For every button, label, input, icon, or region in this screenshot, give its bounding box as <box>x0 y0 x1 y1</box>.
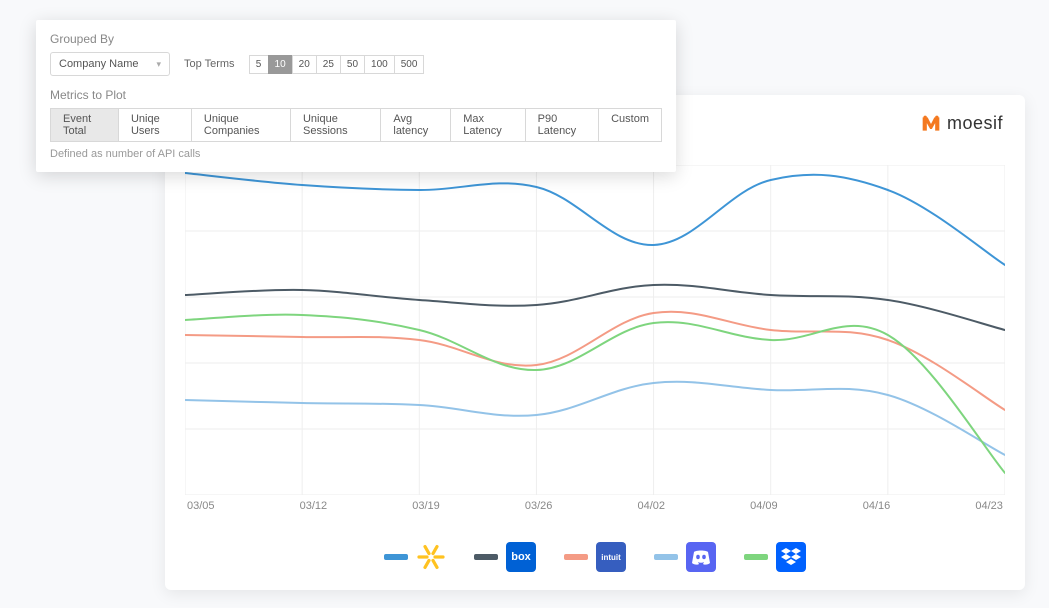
term-btn-100[interactable]: 100 <box>364 55 395 74</box>
x-tick-label: 03/19 <box>412 500 440 512</box>
series-box <box>185 285 1005 330</box>
brand-text: moesif <box>947 113 1003 134</box>
metric-btn-event-total[interactable]: Event Total <box>50 108 119 142</box>
intuit-logo-icon: intuit <box>596 542 626 572</box>
metric-btn-unique-sessions[interactable]: Unique Sessions <box>290 108 381 142</box>
dropbox-logo-icon <box>776 542 806 572</box>
brand-logo: moesif <box>921 113 1003 134</box>
control-panel: Grouped By Company Name ▾ Top Terms 5102… <box>36 20 676 172</box>
chart-area <box>185 165 1005 495</box>
moesif-icon <box>921 115 941 133</box>
metric-btn-p90-latency[interactable]: P90 Latency <box>525 108 599 142</box>
term-btn-500[interactable]: 500 <box>394 55 425 74</box>
metric-btn-avg-latency[interactable]: Avg latency <box>380 108 451 142</box>
grouped-by-label: Grouped By <box>50 32 662 46</box>
walmart-logo-icon <box>416 542 446 572</box>
series-discord <box>185 382 1005 455</box>
legend-swatch <box>384 554 408 560</box>
legend-item-dropbox[interactable] <box>744 542 806 572</box>
chart-legend: box intuit <box>165 542 1025 572</box>
term-btn-5[interactable]: 5 <box>249 55 269 74</box>
x-tick-label: 04/09 <box>750 500 778 512</box>
metric-btn-uniqe-users[interactable]: Uniqe Users <box>118 108 192 142</box>
term-btn-25[interactable]: 25 <box>316 55 341 74</box>
x-tick-label: 04/23 <box>975 500 1003 512</box>
series-walmart <box>185 173 1005 265</box>
metrics-label: Metrics to Plot <box>50 88 662 102</box>
metric-btn-unique-companies[interactable]: Unique Companies <box>191 108 291 142</box>
term-btn-20[interactable]: 20 <box>292 55 317 74</box>
term-btn-10[interactable]: 10 <box>268 55 293 74</box>
helper-text: Defined as number of API calls <box>50 148 662 160</box>
discord-logo-icon <box>686 542 716 572</box>
company-dropdown[interactable]: Company Name ▾ <box>50 52 170 76</box>
legend-item-discord[interactable] <box>654 542 716 572</box>
series-intuit <box>185 312 1005 410</box>
term-btn-50[interactable]: 50 <box>340 55 365 74</box>
x-tick-label: 03/05 <box>187 500 215 512</box>
legend-item-walmart[interactable] <box>384 542 446 572</box>
chevron-down-icon: ▾ <box>156 59 161 70</box>
x-tick-label: 03/12 <box>300 500 328 512</box>
svg-text:box: box <box>511 551 531 563</box>
line-chart <box>185 165 1005 495</box>
legend-item-box[interactable]: box <box>474 542 536 572</box>
top-terms-group: 510202550100500 <box>249 55 425 74</box>
legend-item-intuit[interactable]: intuit <box>564 542 626 572</box>
x-tick-label: 04/16 <box>863 500 891 512</box>
dropdown-value: Company Name <box>59 58 138 70</box>
legend-swatch <box>744 554 768 560</box>
legend-swatch <box>474 554 498 560</box>
metrics-group: Event TotalUniqe UsersUnique CompaniesUn… <box>50 108 662 142</box>
metric-btn-max-latency[interactable]: Max Latency <box>450 108 525 142</box>
svg-text:intuit: intuit <box>601 553 621 562</box>
top-terms-label: Top Terms <box>184 58 235 70</box>
metric-btn-custom[interactable]: Custom <box>598 108 662 142</box>
legend-swatch <box>564 554 588 560</box>
x-axis-labels: 03/05 03/12 03/19 03/26 04/02 04/09 04/16 04/23 <box>185 500 1005 512</box>
box-logo-icon: box <box>506 542 536 572</box>
x-tick-label: 04/02 <box>638 500 666 512</box>
x-tick-label: 03/26 <box>525 500 553 512</box>
legend-swatch <box>654 554 678 560</box>
